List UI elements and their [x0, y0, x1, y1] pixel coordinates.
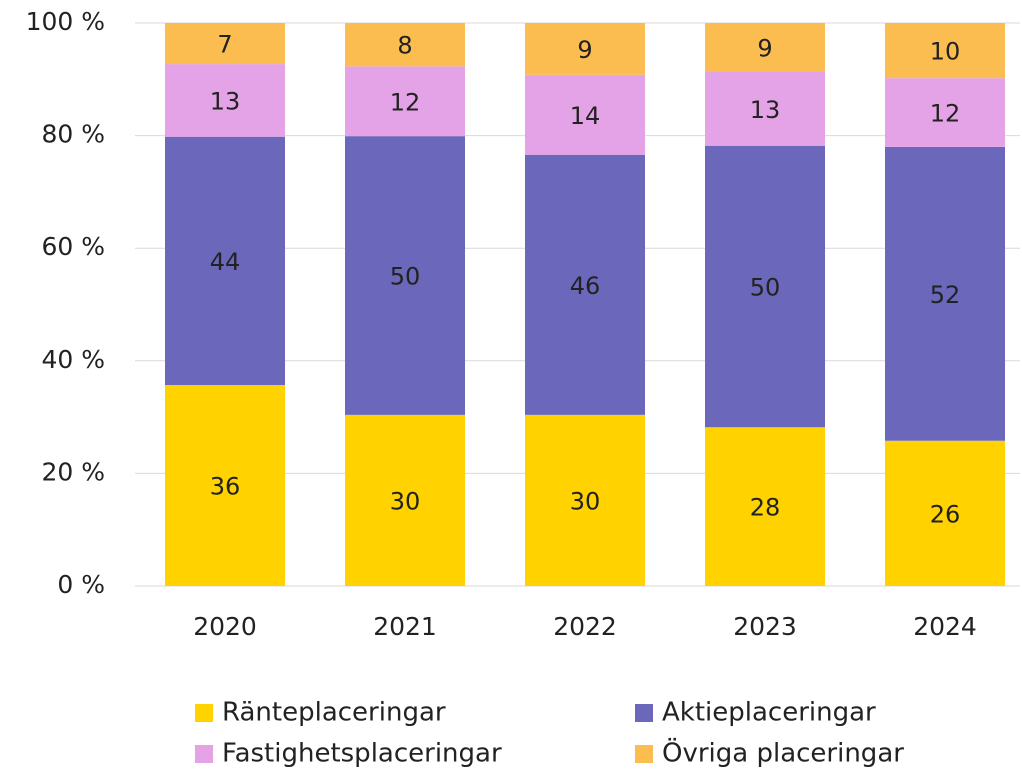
data-label: 30 [570, 487, 601, 515]
bar-segment [525, 154, 645, 415]
bar-segment [705, 427, 825, 586]
data-label: 13 [210, 87, 241, 115]
legend-swatch [195, 745, 213, 763]
x-tick-label: 2021 [373, 612, 437, 641]
data-label: 7 [217, 31, 232, 59]
data-label: 46 [570, 272, 601, 300]
data-label: 50 [750, 273, 781, 301]
legend-swatch [635, 704, 653, 722]
x-tick-label: 2023 [733, 612, 797, 641]
y-tick-label: 60 % [41, 232, 105, 261]
data-label: 13 [750, 96, 781, 124]
bar-segment [165, 23, 285, 65]
y-tick-label: 40 % [41, 345, 105, 374]
bar-segment [345, 66, 465, 137]
data-label: 28 [750, 494, 781, 522]
legend-label: Aktieplaceringar [662, 698, 876, 728]
data-label: 36 [210, 473, 241, 501]
bar-segment [885, 78, 1005, 147]
bar-segment [705, 145, 825, 428]
bar-segment [345, 136, 465, 415]
legend-label: Övriga placeringar [662, 737, 904, 769]
bar-segment [345, 414, 465, 586]
bar-segment [705, 71, 825, 146]
y-tick-label: 80 % [41, 120, 105, 149]
y-tick-label: 100 % [26, 7, 105, 36]
data-label: 12 [930, 100, 961, 128]
data-label: 30 [390, 487, 421, 515]
y-tick-label: 20 % [41, 457, 105, 486]
bar-segment [525, 74, 645, 155]
bar-segment [165, 385, 285, 586]
bar-segment [885, 146, 1005, 441]
x-tick-label: 2024 [913, 612, 977, 641]
x-tick-label: 2022 [553, 612, 617, 641]
data-label: 9 [577, 36, 592, 64]
y-tick-label: 0 % [57, 570, 105, 599]
bar-segment [705, 23, 825, 72]
bar-segment [165, 136, 285, 386]
legend-label: Ränteplaceringar [222, 698, 446, 728]
bar-segment [525, 23, 645, 75]
bar-segment [165, 64, 285, 137]
data-label: 9 [757, 34, 772, 62]
bar-segment [345, 23, 465, 67]
data-label: 50 [390, 263, 421, 291]
data-label: 44 [210, 248, 241, 276]
bar-segment [525, 414, 645, 586]
data-label: 26 [930, 500, 961, 528]
bar-segment [885, 23, 1005, 79]
x-tick-label: 2020 [193, 612, 257, 641]
data-label: 12 [390, 88, 421, 116]
legend-label: Fastighetsplaceringar [222, 739, 502, 769]
legend-swatch [635, 745, 653, 763]
data-label: 10 [930, 38, 961, 66]
data-label: 14 [570, 102, 601, 130]
data-label: 8 [397, 32, 412, 60]
bar-segment [885, 440, 1005, 586]
legend-swatch [195, 704, 213, 722]
data-label: 52 [930, 281, 961, 309]
